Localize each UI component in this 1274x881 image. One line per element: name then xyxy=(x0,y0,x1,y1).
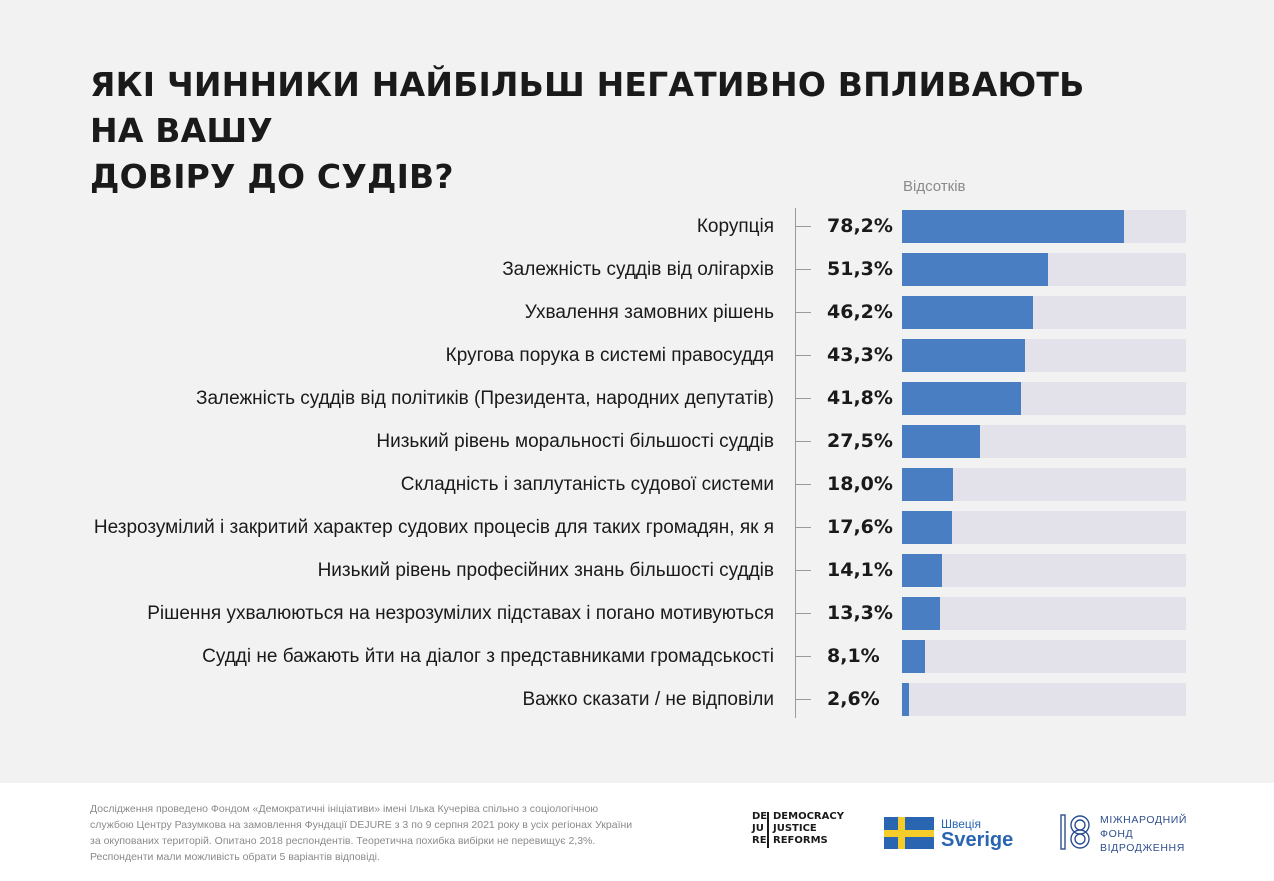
value-label: 14,1% xyxy=(827,559,893,581)
irf-logo-mark-icon xyxy=(1060,814,1090,850)
bar xyxy=(902,210,1125,243)
bar-row: Незрозумілий і закритий характер судових… xyxy=(0,511,1274,544)
bar xyxy=(902,253,1048,286)
bar-track xyxy=(902,339,1186,372)
irf-logo-text: МІЖНАРОДНИЙ ФОНД ВІДРОДЖЕННЯ xyxy=(1100,814,1188,854)
bar-track xyxy=(902,425,1186,458)
category-label: Незрозумілий і закритий характер судових… xyxy=(93,517,774,538)
category-label: Ухвалення замовних рішень xyxy=(524,302,774,323)
footer: Дослідження проведено Фондом «Демократич… xyxy=(0,783,1274,881)
bar-track xyxy=(902,296,1186,329)
bar xyxy=(902,296,1034,329)
value-label: 51,3% xyxy=(827,258,893,280)
value-label: 43,3% xyxy=(827,344,893,366)
axis-tick xyxy=(795,226,811,227)
category-label: Кругова порука в системі правосуддя xyxy=(445,345,774,366)
axis-tick xyxy=(795,312,811,313)
bar-row: Судді не бажають йти на діалог з предста… xyxy=(0,640,1274,673)
axis-tick xyxy=(795,269,811,270)
bar xyxy=(902,554,943,587)
bar-row: Рішення ухвалюються на незрозумілих підс… xyxy=(0,597,1274,630)
value-label: 41,8% xyxy=(827,387,893,409)
bar xyxy=(902,640,925,673)
unit-label: Відсотків xyxy=(903,178,966,195)
chart-title: ЯКІ ЧИННИКИ НАЙБІЛЬШ НЕГАТИВНО ВПЛИВАЮТЬ… xyxy=(90,62,1090,200)
category-label: Судді не бажають йти на діалог з предста… xyxy=(202,646,774,667)
bar-row: Важко сказати / не відповіли 2,6% xyxy=(0,683,1274,716)
category-label: Залежність суддів від олігархів xyxy=(502,259,774,280)
dejure-logo-divider xyxy=(767,812,769,848)
bar xyxy=(902,425,981,458)
category-axis-line xyxy=(795,208,796,718)
bar-row: Ухвалення замовних рішень 46,2% xyxy=(0,296,1274,329)
axis-tick xyxy=(795,613,811,614)
axis-tick xyxy=(795,355,811,356)
axis-tick xyxy=(795,656,811,657)
axis-tick xyxy=(795,570,811,571)
category-label: Складність і заплутаність судової систем… xyxy=(400,474,774,495)
axis-tick xyxy=(795,527,811,528)
bar xyxy=(902,683,910,716)
value-label: 2,6% xyxy=(827,688,880,710)
methodology-note: Дослідження проведено Фондом «Демократич… xyxy=(90,803,633,863)
bar-row: Залежність суддів від політиків (Президе… xyxy=(0,382,1274,415)
bar-row: Низький рівень моральності більшості суд… xyxy=(0,425,1274,458)
bar xyxy=(902,597,940,630)
bar-track xyxy=(902,382,1186,415)
bar xyxy=(902,468,954,501)
axis-tick xyxy=(795,484,811,485)
bar-track xyxy=(902,468,1186,501)
sweden-logo-label-small: Швеція xyxy=(941,817,981,831)
category-label: Низький рівень моральності більшості суд… xyxy=(376,431,774,452)
value-label: 78,2% xyxy=(827,215,893,237)
swedish-flag-icon xyxy=(884,817,934,849)
bar-row: Складність і заплутаність судової систем… xyxy=(0,468,1274,501)
bar-track xyxy=(902,683,1186,716)
bar-track xyxy=(902,253,1186,286)
category-label: Низький рівень професійних знань більшос… xyxy=(317,560,774,581)
category-label: Корупція xyxy=(696,216,774,237)
bar-row: Низький рівень професійних знань більшос… xyxy=(0,554,1274,587)
dejure-logo-mark: DE JU RE xyxy=(752,811,768,846)
title-line-2: ДОВІРУ ДО СУДІВ? xyxy=(90,157,454,196)
category-label: Залежність суддів від політиків (Президе… xyxy=(195,388,774,409)
bar-track xyxy=(902,640,1186,673)
value-label: 27,5% xyxy=(827,430,893,452)
value-label: 18,0% xyxy=(827,473,893,495)
title-line-1: ЯКІ ЧИННИКИ НАЙБІЛЬШ НЕГАТИВНО ВПЛИВАЮТЬ… xyxy=(90,65,1085,150)
bar-row: Кругова порука в системі правосуддя 43,3% xyxy=(0,339,1274,372)
bar xyxy=(902,382,1021,415)
value-label: 13,3% xyxy=(827,602,893,624)
dejure-logo-words: DEMOCRACY JUSTICE REFORMS xyxy=(773,811,844,846)
bar-track xyxy=(902,210,1186,243)
bar xyxy=(902,339,1025,372)
axis-tick xyxy=(795,398,811,399)
axis-tick xyxy=(795,699,811,700)
category-label: Важко сказати / не відповіли xyxy=(522,689,774,710)
bar-track xyxy=(902,597,1186,630)
value-label: 8,1% xyxy=(827,645,880,667)
bar-track xyxy=(902,554,1186,587)
value-label: 46,2% xyxy=(827,301,893,323)
bar-track xyxy=(902,511,1186,544)
bar xyxy=(902,511,952,544)
axis-tick xyxy=(795,441,811,442)
bar-row: Корупція 78,2% xyxy=(0,210,1274,243)
value-label: 17,6% xyxy=(827,516,893,538)
bar-row: Залежність суддів від олігархів 51,3% xyxy=(0,253,1274,286)
category-label: Рішення ухвалюються на незрозумілих підс… xyxy=(147,603,774,624)
sweden-logo-label-big: Sverige xyxy=(941,829,1014,851)
